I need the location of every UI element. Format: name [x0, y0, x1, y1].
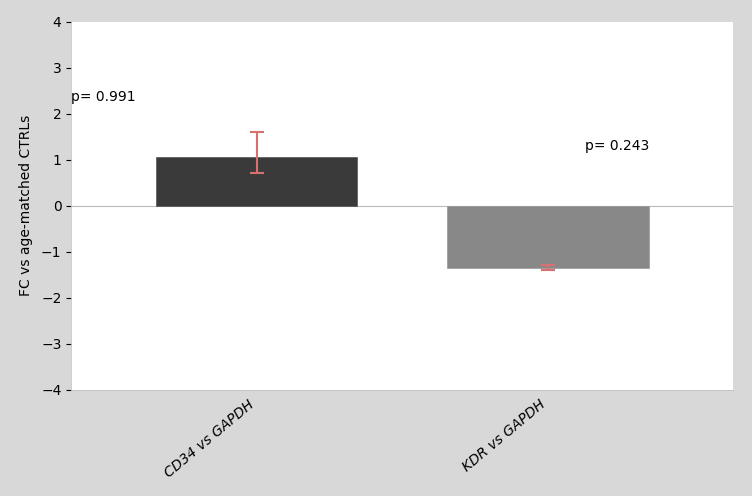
- Y-axis label: FC vs age-matched CTRLs: FC vs age-matched CTRLs: [19, 115, 32, 296]
- Text: p= 0.243: p= 0.243: [585, 139, 649, 153]
- Text: p= 0.991: p= 0.991: [71, 90, 136, 104]
- Bar: [156, 157, 357, 205]
- Bar: [447, 205, 649, 268]
